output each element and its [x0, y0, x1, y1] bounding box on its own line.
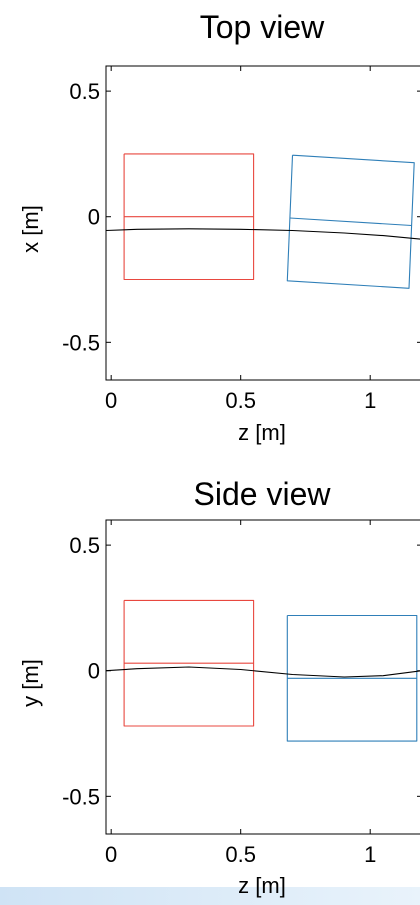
x-tick-label: 0	[105, 388, 117, 413]
bottom-decor-strip	[0, 887, 420, 905]
x-tick-label: 1	[364, 842, 376, 867]
side-view-chart: Side view 0.5 0 -0.5 0 0.5 1 z [m] y [m]	[18, 476, 420, 898]
chart-title: Side view	[194, 476, 332, 512]
series-centerline	[289, 217, 412, 227]
series-group	[106, 153, 420, 289]
x-tick-label: 1	[364, 388, 376, 413]
y-tick-label: 0	[88, 205, 100, 230]
x-axis-label: z [m]	[238, 873, 286, 898]
x-tick-label: 0	[105, 842, 117, 867]
series-path	[106, 228, 420, 240]
chart-title: Top view	[200, 9, 325, 45]
top-view-chart: Top view 0.5 0 -0.5 0 0.5 1 z [m] x [m]	[18, 9, 420, 445]
y-tick-label: -0.5	[62, 330, 100, 355]
x-tick-label: 0.5	[225, 388, 256, 413]
series-rectangle	[286, 154, 415, 289]
series-path	[106, 666, 420, 678]
y-tick-label: 0	[88, 659, 100, 684]
y-axis-label: y [m]	[18, 659, 43, 707]
series-rectangle	[286, 614, 418, 742]
y-axis-label: x [m]	[18, 205, 43, 253]
y-tick-label: 0.5	[69, 79, 100, 104]
x-axis-label: z [m]	[238, 420, 286, 445]
series-rectangle	[123, 153, 255, 281]
y-tick-label: -0.5	[62, 784, 100, 809]
axes-box	[105, 519, 420, 835]
axes-box	[105, 65, 420, 381]
y-tick-label: 0.5	[69, 533, 100, 558]
series-rectangle	[123, 599, 255, 727]
x-tick-label: 0.5	[225, 842, 256, 867]
series-group	[106, 599, 420, 742]
